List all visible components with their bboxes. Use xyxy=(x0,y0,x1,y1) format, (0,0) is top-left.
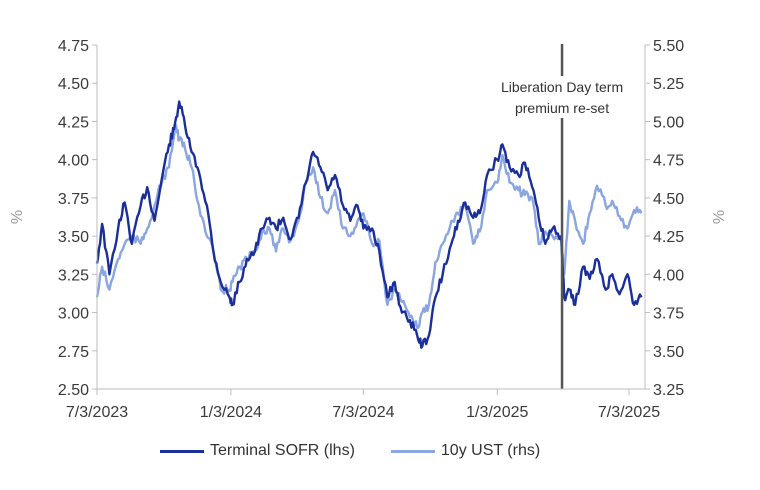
legend-item-10y-ust: 10y UST (rhs) xyxy=(390,442,541,460)
legend-swatch-10y-ust xyxy=(390,449,435,453)
x-tick-label: 1/3/2025 xyxy=(466,404,528,421)
legend-label-terminal-sofr: Terminal SOFR (lhs) xyxy=(210,442,355,459)
right-axis-label: % xyxy=(711,210,728,224)
x-tick-label: 7/3/2023 xyxy=(66,404,128,421)
legend: Terminal SOFR (lhs) 10y UST (rhs) xyxy=(160,442,540,460)
right-tick-label: 5.25 xyxy=(653,76,684,93)
left-axis-ticks: 2.50 2.75 3.00 3.25 3.50 3.75 4.00 4.25 4.50 4.75 xyxy=(58,38,97,399)
left-tick-label: 3.25 xyxy=(58,267,89,284)
right-tick-label: 3.50 xyxy=(653,344,684,361)
x-tick-label: 7/3/2024 xyxy=(332,404,394,421)
left-tick-label: 3.75 xyxy=(58,191,89,208)
series-line-10y-ust xyxy=(95,123,643,329)
right-tick-label: 5.00 xyxy=(653,114,684,131)
x-tick-label: 7/3/2025 xyxy=(598,404,660,421)
right-tick-label: 5.50 xyxy=(653,38,684,55)
annotation-background xyxy=(478,76,647,118)
right-tick-label: 4.00 xyxy=(653,267,684,284)
left-tick-label: 4.75 xyxy=(58,38,89,55)
left-tick-label: 3.50 xyxy=(58,229,89,246)
annotation-text-line-1: Liberation Day term xyxy=(501,79,623,95)
left-tick-label: 4.50 xyxy=(58,76,89,93)
right-tick-label: 4.75 xyxy=(653,153,684,170)
left-tick-label: 3.00 xyxy=(58,306,89,323)
series-layer xyxy=(95,100,643,349)
left-axis-label: % xyxy=(9,210,26,224)
x-tick-label: 1/3/2024 xyxy=(200,404,262,421)
annotation-text-line-2: premium re-set xyxy=(515,100,609,116)
right-tick-label: 3.75 xyxy=(653,306,684,323)
left-tick-label: 2.75 xyxy=(58,344,89,361)
right-tick-label: 4.25 xyxy=(653,229,684,246)
legend-item-terminal-sofr: Terminal SOFR (lhs) xyxy=(160,442,355,460)
legend-swatch-terminal-sofr xyxy=(160,449,204,453)
series-line-terminal-sofr xyxy=(95,100,643,349)
right-tick-label: 4.50 xyxy=(653,191,684,208)
legend-label-10y-ust: 10y UST (rhs) xyxy=(440,442,541,459)
left-tick-label: 4.00 xyxy=(58,153,89,170)
x-axis-ticks: 7/3/2023 1/3/2024 7/3/2024 1/3/2025 7/3/2025 xyxy=(66,389,660,421)
left-tick-label: 4.25 xyxy=(58,114,89,131)
chart-svg: 2.50 2.75 3.00 3.25 3.50 3.75 4.00 4.25 4.50 4.75… xyxy=(9,38,728,421)
left-tick-label: 2.50 xyxy=(58,382,89,399)
right-tick-label: 3.25 xyxy=(653,382,684,399)
right-axis-ticks: 3.25 3.50 3.75 4.00 4.25 4.50 4.75 5.00 5.25 5.50 xyxy=(645,38,684,399)
